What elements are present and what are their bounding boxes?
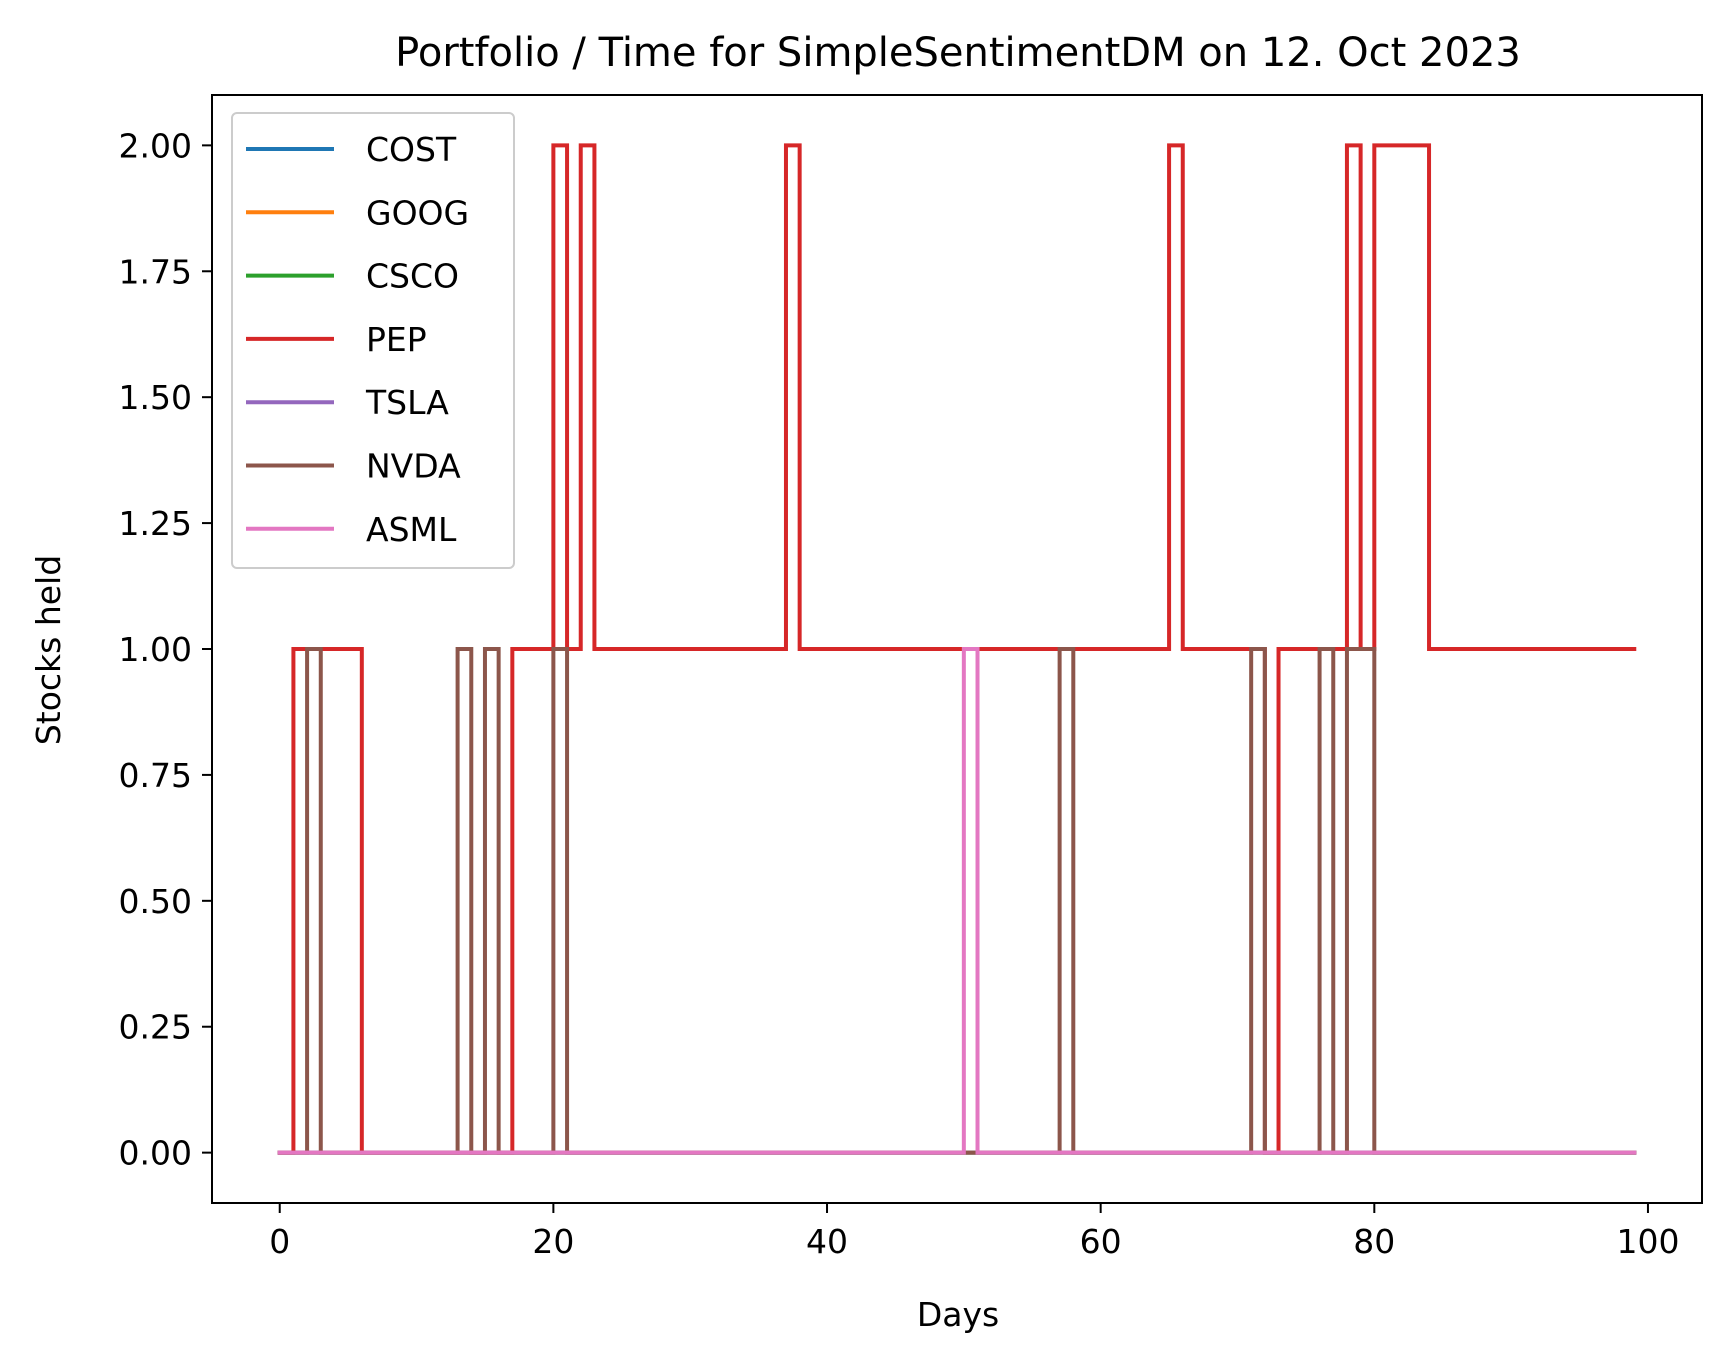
legend: COST GOOG CSCO PEP TSLA NVDA ASML: [231, 112, 515, 569]
legend-label-cost: COST: [366, 130, 457, 169]
chart-title: Portfolio / Time for SimpleSentimentDM o…: [395, 30, 1521, 76]
x-axis-ticks: 0 20 40 60 80 100: [269, 1203, 1679, 1261]
legend-items: COST GOOG CSCO PEP TSLA NVDA ASML: [246, 130, 469, 549]
y-tick-label: 2.00: [119, 126, 192, 165]
x-tick-label: 60: [1080, 1222, 1122, 1261]
x-tick-label: 80: [1353, 1222, 1395, 1261]
y-tick-label: 0.50: [119, 882, 192, 921]
legend-label-pep: PEP: [366, 320, 427, 359]
y-tick-label: 1.75: [119, 252, 192, 291]
x-tick-label: 100: [1616, 1222, 1679, 1261]
series-layer: [277, 143, 1637, 1155]
x-tick-label: 0: [269, 1222, 290, 1261]
plot-frame: [211, 94, 1703, 1204]
legend-label-tsla: TSLA: [365, 383, 449, 422]
legend-box: [231, 112, 515, 569]
y-axis-ticks: 0.00 0.25 0.50 0.75 1.00 1.25 1.50 1.75 2.00: [119, 126, 212, 1173]
y-tick-label: 0.75: [119, 756, 192, 795]
legend-label-nvda: NVDA: [366, 447, 461, 486]
legend-label-asml: ASML: [366, 510, 457, 549]
y-tick-label: 1.00: [119, 630, 192, 669]
y-axis-label: Stocks held: [29, 555, 68, 745]
legend-label-csco: CSCO: [366, 257, 459, 296]
x-tick-label: 40: [806, 1222, 848, 1261]
x-tick-label: 20: [532, 1222, 574, 1261]
series-line-asml: [277, 647, 1637, 1155]
series-line-pep: [277, 143, 1637, 1155]
y-tick-label: 1.50: [119, 378, 192, 417]
y-tick-label: 0.00: [119, 1134, 192, 1173]
legend-label-goog: GOOG: [366, 193, 469, 232]
y-tick-label: 1.25: [119, 504, 192, 543]
y-tick-label: 0.25: [119, 1008, 192, 1047]
x-axis-label: Days: [917, 1295, 999, 1334]
